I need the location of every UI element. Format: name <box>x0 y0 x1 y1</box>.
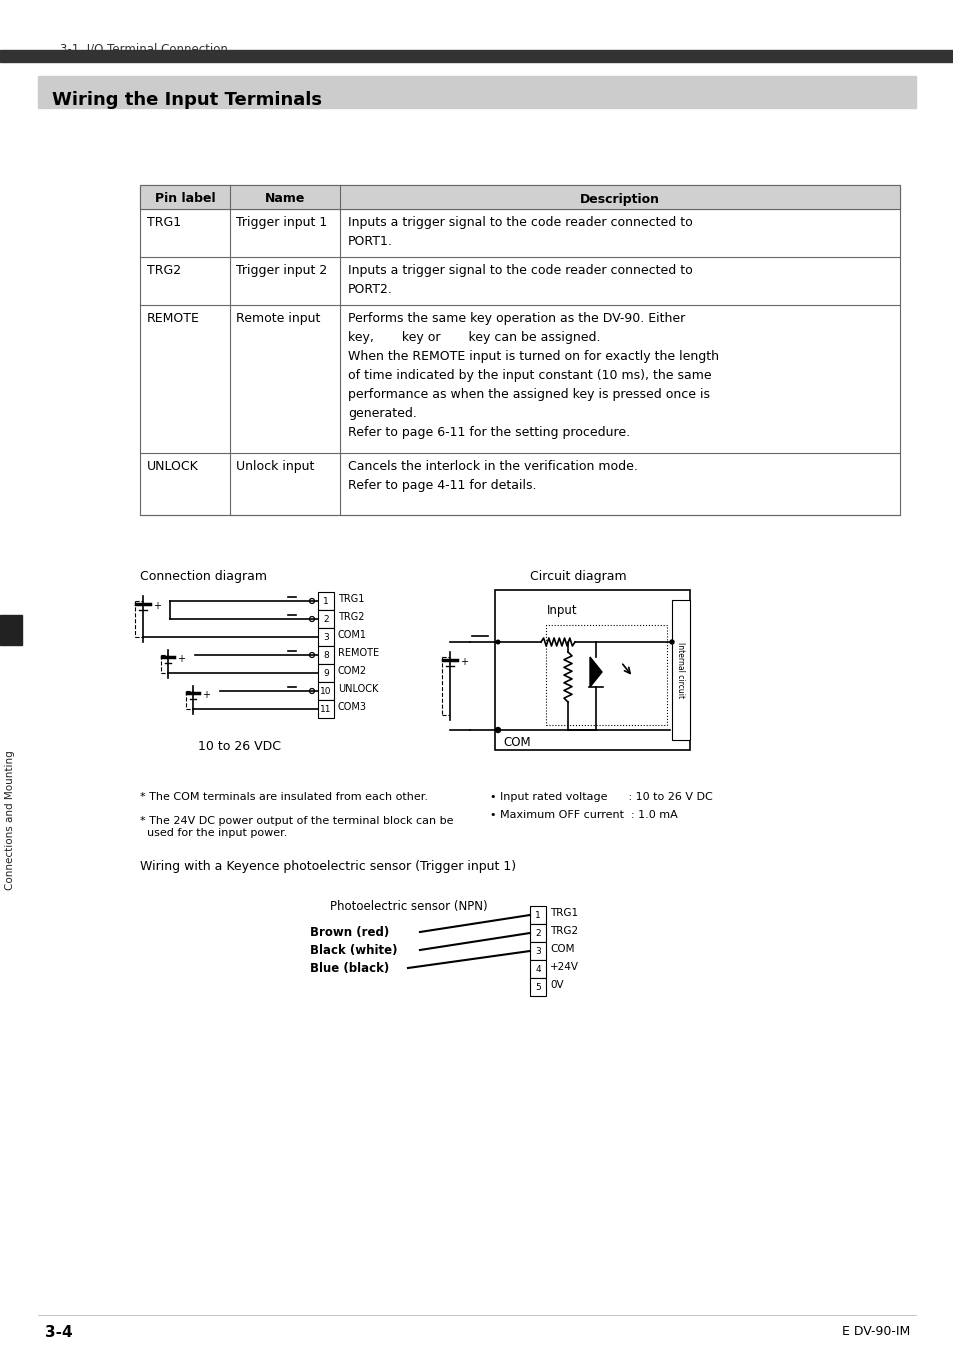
Text: TRG2: TRG2 <box>147 264 181 277</box>
Text: COM3: COM3 <box>337 702 367 713</box>
Bar <box>317 664 334 681</box>
Text: COM2: COM2 <box>337 667 367 676</box>
Text: Pin label: Pin label <box>154 192 215 206</box>
Circle shape <box>669 639 673 644</box>
Text: • Input rated voltage      : 10 to 26 V DC: • Input rated voltage : 10 to 26 V DC <box>490 792 712 802</box>
Text: Input: Input <box>546 604 577 617</box>
Bar <box>317 627 334 646</box>
Bar <box>530 977 545 996</box>
Text: 3: 3 <box>5 652 17 669</box>
Bar <box>530 960 545 977</box>
Text: 3: 3 <box>323 634 329 642</box>
Text: • Maximum OFF current  : 1.0 mA: • Maximum OFF current : 1.0 mA <box>490 810 677 821</box>
Text: Circuit diagram: Circuit diagram <box>530 571 626 583</box>
Text: TRG2: TRG2 <box>337 612 364 622</box>
Text: Performs the same key operation as the DV-90. Either
key,       key or       key: Performs the same key operation as the D… <box>348 312 719 439</box>
Text: TRG1: TRG1 <box>550 909 578 918</box>
Text: COM: COM <box>502 735 530 749</box>
Bar <box>495 589 689 750</box>
Text: 5: 5 <box>535 983 540 992</box>
Text: 2: 2 <box>323 615 329 625</box>
Bar <box>530 906 545 923</box>
Text: 4: 4 <box>535 965 540 975</box>
Text: 10: 10 <box>320 688 332 696</box>
Text: Wiring the Input Terminals: Wiring the Input Terminals <box>52 91 322 110</box>
Bar <box>140 185 899 210</box>
Text: +: + <box>202 690 210 700</box>
Text: UNLOCK: UNLOCK <box>147 460 198 473</box>
Text: Unlock input: Unlock input <box>235 460 314 473</box>
Bar <box>317 610 334 627</box>
Bar <box>317 681 334 700</box>
Text: 0V: 0V <box>550 980 563 990</box>
Text: 1: 1 <box>535 911 540 921</box>
Circle shape <box>495 639 500 645</box>
Text: Inputs a trigger signal to the code reader connected to
PORT2.: Inputs a trigger signal to the code read… <box>348 264 692 296</box>
Text: +: + <box>177 654 185 664</box>
Text: 9: 9 <box>323 669 329 679</box>
Bar <box>0 50 953 62</box>
Text: 11: 11 <box>320 706 332 714</box>
Text: Photoelectric sensor (NPN): Photoelectric sensor (NPN) <box>330 900 487 913</box>
Text: Trigger input 2: Trigger input 2 <box>235 264 327 277</box>
Text: COM: COM <box>550 944 574 955</box>
Text: * The COM terminals are insulated from each other.: * The COM terminals are insulated from e… <box>140 792 428 802</box>
Text: TRG1: TRG1 <box>147 216 181 228</box>
Text: 3-4: 3-4 <box>45 1325 72 1340</box>
Text: TRG2: TRG2 <box>550 926 578 936</box>
Text: 8: 8 <box>323 652 329 661</box>
Text: Black (white): Black (white) <box>310 944 397 957</box>
Text: Internal circuit: Internal circuit <box>676 642 685 698</box>
Text: Inputs a trigger signal to the code reader connected to
PORT1.: Inputs a trigger signal to the code read… <box>348 216 692 247</box>
Text: 2: 2 <box>535 930 540 938</box>
Bar <box>317 646 334 664</box>
Text: 3-1  I/O Terminal Connection: 3-1 I/O Terminal Connection <box>60 42 228 55</box>
Bar <box>530 923 545 942</box>
Bar <box>0 615 22 645</box>
Circle shape <box>495 727 500 733</box>
Text: Remote input: Remote input <box>235 312 320 324</box>
Text: +24V: +24V <box>550 963 578 972</box>
Text: 3: 3 <box>535 948 540 956</box>
Text: COM1: COM1 <box>337 630 367 639</box>
Bar <box>140 185 899 515</box>
Text: +: + <box>459 657 468 667</box>
Bar <box>530 942 545 960</box>
Text: Blue (black): Blue (black) <box>310 963 389 975</box>
Text: Description: Description <box>579 192 659 206</box>
Text: UNLOCK: UNLOCK <box>337 684 378 694</box>
Text: REMOTE: REMOTE <box>337 648 378 658</box>
Text: Name: Name <box>265 192 305 206</box>
Text: 10 to 26 VDC: 10 to 26 VDC <box>198 740 281 753</box>
Text: TRG1: TRG1 <box>337 594 364 604</box>
Bar <box>317 700 334 718</box>
Text: Brown (red): Brown (red) <box>310 926 389 940</box>
Bar <box>317 592 334 610</box>
Bar <box>545 625 666 725</box>
Text: 1: 1 <box>323 598 329 607</box>
Text: Trigger input 1: Trigger input 1 <box>235 216 327 228</box>
Text: REMOTE: REMOTE <box>147 312 200 324</box>
Bar <box>671 600 689 740</box>
Text: E DV-90-IM: E DV-90-IM <box>841 1325 909 1338</box>
Text: * The 24V DC power output of the terminal block can be
  used for the input powe: * The 24V DC power output of the termina… <box>140 817 453 838</box>
Text: +: + <box>152 602 161 611</box>
Bar <box>38 76 915 108</box>
Text: Connection diagram: Connection diagram <box>140 571 267 583</box>
Polygon shape <box>589 657 601 687</box>
Text: Connections and Mounting: Connections and Mounting <box>5 750 15 890</box>
Text: Wiring with a Keyence photoelectric sensor (Trigger input 1): Wiring with a Keyence photoelectric sens… <box>140 860 516 873</box>
Text: Cancels the interlock in the verification mode.
Refer to page 4-11 for details.: Cancels the interlock in the verificatio… <box>348 460 638 492</box>
